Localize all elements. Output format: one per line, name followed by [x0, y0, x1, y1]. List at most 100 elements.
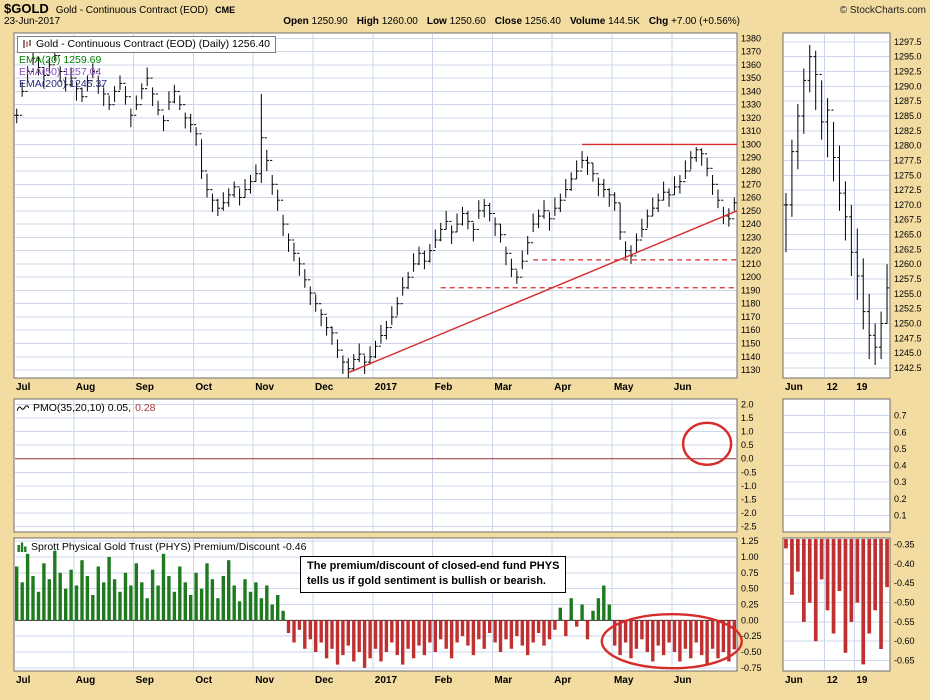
svg-text:1370: 1370	[741, 47, 761, 57]
annotation-callout: The premium/discount of closed-end fund …	[300, 556, 567, 593]
svg-text:-2.5: -2.5	[741, 522, 757, 532]
quote-volume: Volume 144.5K	[569, 16, 640, 27]
price_mini-panel: 1297.5 1295.0 1292.5 1290.0 1287.5 1285.0 1282…	[782, 32, 922, 393]
svg-text:-0.50: -0.50	[894, 598, 915, 608]
svg-text:1245.0: 1245.0	[894, 348, 922, 358]
svg-text:1140: 1140	[741, 352, 760, 362]
pmo-panel-title: PMO(35,20,10) 0.05, 0.28	[17, 402, 156, 414]
svg-text:0.25: 0.25	[741, 600, 759, 610]
candlestick-icon	[23, 40, 31, 48]
svg-text:1250: 1250	[741, 206, 761, 216]
callout-line-2: tells us if gold sentiment is bullish or…	[307, 575, 546, 587]
svg-text:0.4: 0.4	[894, 461, 907, 471]
svg-text:0.1: 0.1	[894, 510, 907, 520]
svg-text:1340: 1340	[741, 86, 761, 96]
callout-line-1: The premium/discount of closed-end fund …	[307, 560, 560, 572]
quote-summary: Open 1250.90 High 1260.00 Low 1250.60 Cl…	[283, 16, 740, 27]
quote-row: 23-Jun-2017 Open 1250.90 High 1260.00 Lo…	[4, 16, 740, 27]
svg-text:1180: 1180	[741, 299, 760, 309]
svg-text:0.7: 0.7	[894, 411, 907, 421]
svg-text:May: May	[614, 382, 634, 393]
svg-text:Apr: Apr	[554, 675, 571, 686]
svg-text:-2.0: -2.0	[741, 508, 757, 518]
ticker-symbol: $GOLD	[4, 1, 49, 16]
svg-text:1285.0: 1285.0	[894, 111, 922, 121]
svg-text:Jun: Jun	[674, 675, 692, 686]
svg-text:-0.75: -0.75	[741, 663, 762, 673]
svg-text:-0.55: -0.55	[894, 617, 915, 627]
svg-text:-0.45: -0.45	[894, 578, 915, 588]
svg-text:1130: 1130	[741, 365, 760, 375]
svg-text:Mar: Mar	[494, 382, 512, 393]
svg-text:Feb: Feb	[435, 675, 453, 686]
svg-text:Sep: Sep	[136, 675, 154, 686]
svg-text:-0.65: -0.65	[894, 656, 915, 666]
phys_mini-panel: -0.35 -0.40 -0.45 -0.50 -0.55 -0.60 -0.65 Jun 12…	[782, 537, 915, 686]
svg-text:19: 19	[856, 382, 868, 393]
svg-text:-1.0: -1.0	[741, 481, 757, 491]
svg-text:Mar: Mar	[494, 675, 512, 686]
ema20-legend: EMA(20) 1259.69	[19, 54, 102, 66]
pmo_main-panel: 2.0 1.5 1.0 0.5 0.0 -0.5 -1.0 -1.5 -2.0 -2.5	[13, 398, 757, 533]
svg-text:-0.40: -0.40	[894, 559, 915, 569]
svg-text:1292.5: 1292.5	[894, 67, 922, 77]
svg-text:1290.0: 1290.0	[894, 81, 922, 91]
svg-text:0.5: 0.5	[741, 440, 754, 450]
svg-text:19: 19	[856, 675, 868, 686]
svg-text:1260.0: 1260.0	[894, 259, 922, 269]
svg-text:1277.5: 1277.5	[894, 155, 922, 165]
price_main-panel: 1380 1370 1360 1350 1340 1330 1320 1310 1300 1290…	[13, 32, 761, 393]
ema50-legend: EMA(50) 1257.04	[19, 66, 102, 78]
phys-panel-title: Sprott Physical Gold Trust (PHYS) Premiu…	[17, 541, 306, 553]
svg-text:1360: 1360	[741, 60, 761, 70]
quote-close: Close 1256.40	[494, 16, 561, 27]
svg-text:1330: 1330	[741, 100, 761, 110]
svg-text:1265.0: 1265.0	[894, 230, 922, 240]
svg-text:Jun: Jun	[674, 382, 692, 393]
svg-text:Aug: Aug	[76, 675, 95, 686]
svg-text:1.5: 1.5	[741, 413, 754, 423]
chart-date: 23-Jun-2017	[4, 16, 61, 27]
svg-text:1280: 1280	[741, 166, 761, 176]
pmo-title-text: PMO(35,20,10) 0.05,	[33, 402, 132, 414]
svg-text:1272.5: 1272.5	[894, 185, 922, 195]
copyright-text: © StockCharts.com	[839, 5, 926, 16]
svg-text:1270: 1270	[741, 179, 761, 189]
svg-text:1310: 1310	[741, 126, 761, 136]
svg-text:1210: 1210	[741, 259, 761, 269]
svg-text:-0.25: -0.25	[741, 631, 762, 641]
svg-text:Sep: Sep	[136, 382, 154, 393]
svg-text:1255.0: 1255.0	[894, 289, 922, 299]
svg-text:Oct: Oct	[195, 382, 212, 393]
svg-text:Dec: Dec	[315, 675, 334, 686]
svg-text:1260: 1260	[741, 193, 761, 203]
price-panel-title: Gold - Continuous Contract (EOD) (Daily)…	[17, 36, 277, 53]
svg-text:Oct: Oct	[195, 675, 212, 686]
svg-text:May: May	[614, 675, 634, 686]
pmo_mini-panel: 0.7 0.6 0.5 0.4 0.3 0.2 0.1	[782, 398, 907, 533]
svg-text:1287.5: 1287.5	[894, 96, 922, 106]
svg-text:1267.5: 1267.5	[894, 215, 922, 225]
svg-text:1320: 1320	[741, 113, 761, 123]
svg-text:-0.50: -0.50	[741, 647, 762, 657]
phys-title-text: Sprott Physical Gold Trust (PHYS) Premiu…	[31, 541, 307, 553]
svg-text:1282.5: 1282.5	[894, 126, 922, 136]
svg-text:1262.5: 1262.5	[894, 244, 922, 254]
svg-text:1280.0: 1280.0	[894, 141, 922, 151]
svg-text:0.0: 0.0	[741, 454, 754, 464]
svg-text:Apr: Apr	[554, 382, 571, 393]
quote-open: Open 1250.90	[283, 16, 348, 27]
quote-change: Chg +7.00 (+0.56%)	[648, 16, 740, 27]
svg-text:2.0: 2.0	[741, 399, 754, 409]
svg-text:1190: 1190	[741, 285, 760, 295]
svg-text:1230: 1230	[741, 232, 761, 242]
svg-text:-0.35: -0.35	[894, 540, 915, 550]
svg-text:1242.5: 1242.5	[894, 363, 922, 373]
svg-text:0.6: 0.6	[894, 427, 907, 437]
quote-low: Low 1250.60	[426, 16, 486, 27]
svg-text:1.25: 1.25	[741, 536, 759, 546]
instrument-name: Gold - Continuous Contract (EOD)	[55, 5, 209, 16]
svg-text:1295.0: 1295.0	[894, 52, 922, 62]
svg-text:0.50: 0.50	[741, 584, 759, 594]
